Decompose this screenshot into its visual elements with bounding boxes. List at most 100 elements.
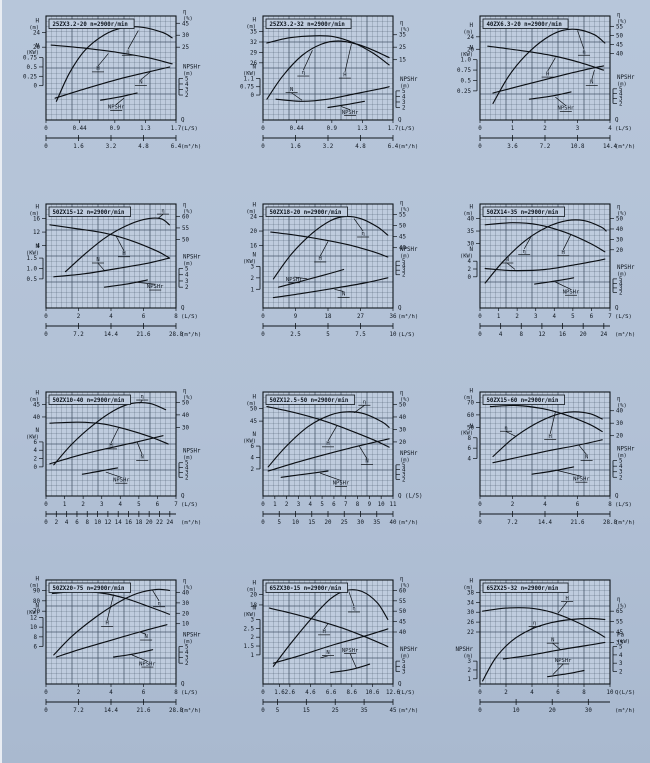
axis-group-H: H(m)24 20 16 [246, 202, 263, 250]
axis-tick: 2.5 [244, 626, 255, 632]
plot-border [262, 391, 394, 497]
axis-group-H: H(m)70 60 50 [463, 388, 480, 431]
axis-group-N: N(KW)3 2 1 [243, 252, 261, 293]
axis-group-η: η(%)60 55 50 45 40 [393, 576, 410, 636]
axis-tick: 3.6 [507, 144, 518, 150]
axis-tick: 1.1 [244, 76, 255, 82]
axis-tick: 4 [619, 92, 623, 98]
curve-power [484, 258, 606, 272]
axis-name: H [36, 19, 40, 25]
chart-title-box [265, 18, 352, 29]
curve-label-leader [334, 288, 344, 292]
q-label: Q [181, 306, 185, 312]
axis-tick: 30 [182, 425, 189, 431]
axis-unit: (KW) [460, 430, 473, 436]
axis-tick: 10 [182, 622, 189, 628]
x-axis-1: 0 7.2 14.4 21.6 28.8(m³/h) [44, 323, 201, 338]
axis-unit: (KW) [243, 259, 256, 265]
q-label: Q [398, 682, 402, 688]
curve-head [49, 421, 169, 445]
axis-tick: 4.8 [138, 144, 149, 150]
grid [479, 203, 611, 309]
axis-tick: 5 [326, 332, 330, 338]
axis-unit: (m) [183, 71, 193, 77]
axis-tick: 1 [251, 287, 255, 293]
curve-label-leader [294, 276, 308, 280]
axis-tick: 0.44 [73, 126, 87, 132]
axis-tick: 3.2 [106, 144, 116, 150]
axis-name: N [470, 46, 474, 52]
axis-tick: 0 [44, 708, 48, 714]
x-axis-0: 0 0.44 0.9 1.3 1.7 (L/S) [261, 120, 415, 132]
axis-tick: 4 [185, 82, 189, 88]
curve-npshr [330, 663, 371, 674]
axis-tick: 0 [478, 126, 482, 132]
axis-name: NPSHr [400, 451, 418, 457]
pump-chart-cell: η H N NPSHr 50ZX10-40 n=2900r/min H (m) 45 40 N (K… [2, 382, 219, 570]
axis-tick: 45 [616, 630, 623, 636]
axis-tick: 8 [174, 690, 178, 696]
curve-label-leader [291, 92, 303, 101]
axis-tick: 45 [616, 42, 623, 48]
x-axis-1: 0 10 20 30 (m³/h) [478, 699, 635, 714]
axis-group-η: η(%)35 25 15 [393, 21, 410, 64]
curve-label: η [582, 49, 585, 55]
curve-power [492, 439, 603, 464]
axis-name: η [400, 390, 404, 396]
grid [479, 15, 611, 121]
x-axis-0: 0 2 4 6 8 (L/S) [44, 308, 198, 320]
curve-power [275, 86, 390, 102]
curve-eta [55, 26, 173, 102]
axis-tick: 2 [543, 126, 547, 132]
axis-tick: 1 [468, 677, 472, 683]
axis-tick: 30 [616, 421, 623, 427]
axis-tick: 1.3 [140, 126, 151, 132]
axis-tick: 40 [399, 246, 406, 252]
axis-tick: 6 [34, 645, 38, 651]
axis-unit: (%) [183, 585, 193, 591]
axis-tick: 6 [468, 446, 472, 452]
curve-label: H [96, 66, 99, 72]
axis-tick: 9 [294, 314, 298, 320]
axis-group-N: N(KW)1.5 1.0 0.5 [26, 244, 44, 283]
axis-group-H: H(m)35 32 29 26 [246, 18, 263, 67]
grid [479, 579, 611, 685]
axis-tick: 40 [390, 520, 397, 526]
axis-tick: 6 [142, 690, 146, 696]
curve-label-leader [349, 653, 357, 669]
axis-tick: 60 [182, 214, 189, 220]
axis-tick: 10 [513, 708, 520, 714]
pump-chart-cell: η H N NPSHr 40ZX6.3-20 n=2900r/min H (m) 24 20 N(… [436, 6, 650, 194]
chart-title-box [48, 206, 131, 217]
axis-tick: 6.4 [171, 144, 182, 150]
axis-tick: 16 [33, 217, 40, 223]
axis-unit: (m) [463, 211, 473, 217]
axis-tick: 8.6 [346, 690, 357, 696]
axis-tick: 0 [478, 332, 482, 338]
axis-tick: 1.7 [388, 126, 399, 132]
curve-npshr [81, 467, 119, 475]
axis-tick: 20 [250, 229, 257, 235]
curve-label: η [533, 621, 536, 627]
axis-name: H [253, 18, 257, 24]
axis-tick: 7 [608, 314, 612, 320]
axis-tick: 20 [616, 434, 623, 440]
curve-label-leader [507, 262, 516, 270]
curve-npshr [100, 92, 138, 101]
curve-label-leader [358, 445, 368, 459]
axis-group-NPSHr: NPSHr(m)543 [395, 647, 418, 676]
curve-label-leader [340, 106, 351, 111]
axis-group-N: N(KW)1.1 0.75 0 [240, 64, 261, 99]
q-label: Q [615, 494, 619, 500]
x-axis-1: 0 7.2 14.4 21.6 28.8(m³/h) [478, 511, 635, 526]
axis-unit: (m) [463, 395, 473, 401]
axis-name: N [253, 606, 257, 612]
axis-tick: 20 [182, 611, 189, 617]
axis-tick: 14.4 [603, 144, 617, 150]
axis-tick: 32 [250, 40, 257, 46]
curve-label-leader [115, 97, 125, 105]
axis-tick: 18 [135, 520, 142, 526]
